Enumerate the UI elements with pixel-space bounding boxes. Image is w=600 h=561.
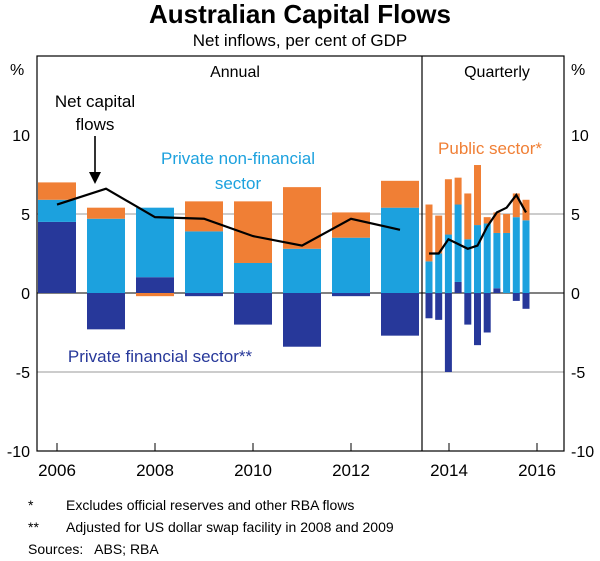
- bar-private_nonfinancial-2015Q4: [493, 232, 501, 289]
- x-tick-label: 2014: [430, 461, 468, 480]
- x-tick-label: 2006: [38, 461, 76, 480]
- x-tick-label: 2010: [234, 461, 272, 480]
- bar-private_nonfinancial-2013: [381, 207, 419, 293]
- sources: Sources: ABS; RBA: [28, 541, 159, 557]
- bar-public-2008: [136, 293, 174, 297]
- footnote-1-mark: *: [28, 497, 34, 513]
- bar-private_nonfinancial-2015Q1: [464, 239, 472, 293]
- private-nonfinancial-label-line2: sector: [215, 174, 262, 193]
- bar-private_financial-2006: [38, 221, 76, 293]
- bar-public-2009: [185, 201, 223, 232]
- bar-private_nonfinancial-2008: [136, 207, 174, 278]
- net-flows-arrow-head: [89, 172, 101, 184]
- bar-public-2015Q2: [474, 165, 481, 226]
- y-tick-label-left: 0: [21, 286, 30, 303]
- y-unit-left: %: [10, 62, 24, 79]
- bar-public-2013: [381, 180, 419, 208]
- panel-label-quarterly: Quarterly: [464, 64, 530, 81]
- panel-label-annual: Annual: [210, 64, 260, 81]
- y-tick-label-left: -10: [7, 444, 30, 461]
- bar-private_financial-2008: [136, 277, 174, 293]
- public-sector-label: Public sector*: [438, 139, 542, 158]
- bar-private_financial-2016Q2: [512, 293, 520, 301]
- chart-title: Australian Capital Flows: [149, 0, 451, 29]
- lines-layer: [56, 187, 527, 255]
- plot-border: [36, 55, 565, 452]
- y-tick-label-right: -5: [571, 365, 585, 382]
- bar-private_nonfinancial-2009: [185, 231, 223, 293]
- bar-private_financial-2015Q3: [483, 293, 491, 333]
- bar-private_financial-2016Q3: [522, 293, 530, 309]
- bar-public-2014Q1: [425, 204, 433, 262]
- bar-private_nonfinancial-2014Q1: [425, 261, 433, 293]
- chart-subtitle: Net inflows, per cent of GDP: [192, 31, 408, 50]
- bar-public-2014Q3: [444, 179, 452, 235]
- y-tick-label-right: 10: [571, 128, 589, 145]
- y-unit-right: %: [571, 62, 585, 79]
- footnote-1-text: Excludes official reserves and other RBA…: [66, 497, 355, 513]
- bar-private_nonfinancial-2012: [332, 237, 370, 293]
- bar-private_nonfinancial-2016Q2: [512, 217, 520, 293]
- bar-private_financial-2010: [234, 293, 272, 325]
- bar-private_financial-2014Q2: [435, 293, 443, 320]
- y-tick-label-left: -5: [16, 365, 30, 382]
- y-tick-label-right: 0: [571, 286, 580, 303]
- bar-private_nonfinancial-2010: [234, 262, 272, 293]
- bar-public-2016Q1: [503, 214, 511, 233]
- bar-public-2014Q2: [435, 215, 443, 254]
- bar-private_financial-2015Q1: [464, 293, 472, 325]
- bar-private_nonfinancial-2014Q3: [444, 234, 452, 293]
- bar-private_financial-2014Q4: [454, 281, 462, 293]
- bars-layer: [38, 165, 530, 372]
- x-tick-label: 2008: [136, 461, 174, 480]
- bar-public-2014Q4: [454, 177, 462, 205]
- y-tick-label-left: 5: [21, 207, 30, 224]
- y-tick-label-right: 5: [571, 207, 580, 224]
- bar-public-2015Q1: [464, 193, 472, 240]
- bar-private_financial-2013: [381, 293, 419, 336]
- bar-private_financial-2014Q3: [444, 293, 452, 372]
- bar-private_financial-2009: [185, 293, 223, 297]
- bar-private_nonfinancial-2011: [283, 248, 321, 293]
- labels-layer: % % Annual Quarterly Net capital flows P…: [7, 62, 594, 480]
- bar-private_nonfinancial-2015Q2: [474, 225, 481, 293]
- net-capital-flows-line: [429, 193, 527, 255]
- bar-private_nonfinancial-2016Q3: [522, 220, 530, 293]
- bar-private_nonfinancial-2006: [38, 199, 76, 222]
- bar-private_financial-2011: [283, 293, 321, 347]
- bar-public-2007: [87, 207, 125, 219]
- bar-private_nonfinancial-2014Q2: [435, 253, 443, 293]
- plot-frame: [36, 55, 565, 452]
- bar-private_nonfinancial-2015Q3: [483, 223, 491, 293]
- bar-private_nonfinancial-2016Q1: [503, 232, 511, 293]
- net-flows-label-line2: flows: [76, 115, 115, 134]
- private-nonfinancial-label-line1: Private non-financial: [161, 149, 315, 168]
- footnotes: * Excludes official reserves and other R…: [28, 494, 394, 560]
- bar-private_financial-2012: [332, 293, 370, 297]
- bar-public-2016Q3: [522, 199, 530, 221]
- bar-public-2015Q4: [493, 212, 501, 233]
- bar-private_financial-2015Q2: [474, 293, 481, 346]
- bar-private_financial-2007: [87, 293, 125, 330]
- y-tick-label-left: 10: [12, 128, 30, 145]
- footnote-2-text: Adjusted for US dollar swap facility in …: [66, 519, 394, 535]
- footnote-1: * Excludes official reserves and other R…: [28, 494, 394, 516]
- y-tick-label-right: -10: [571, 444, 594, 461]
- private-financial-label: Private financial sector**: [68, 347, 253, 366]
- bar-public-2016Q2: [512, 193, 520, 218]
- net-capital-flows-line: [56, 187, 401, 247]
- bar-private_nonfinancial-2007: [87, 218, 125, 293]
- x-tick-label: 2016: [518, 461, 556, 480]
- footnote-2-mark: **: [28, 519, 39, 535]
- bar-public-2015Q3: [483, 217, 491, 224]
- net-flows-label-line1: Net capital: [55, 92, 135, 111]
- footnote-2: ** Adjusted for US dollar swap facility …: [28, 516, 394, 538]
- x-tick-label: 2012: [332, 461, 370, 480]
- bar-private_financial-2014Q1: [425, 293, 433, 319]
- bar-public-2006: [38, 182, 76, 200]
- bar-private_financial-2015Q4: [493, 288, 501, 293]
